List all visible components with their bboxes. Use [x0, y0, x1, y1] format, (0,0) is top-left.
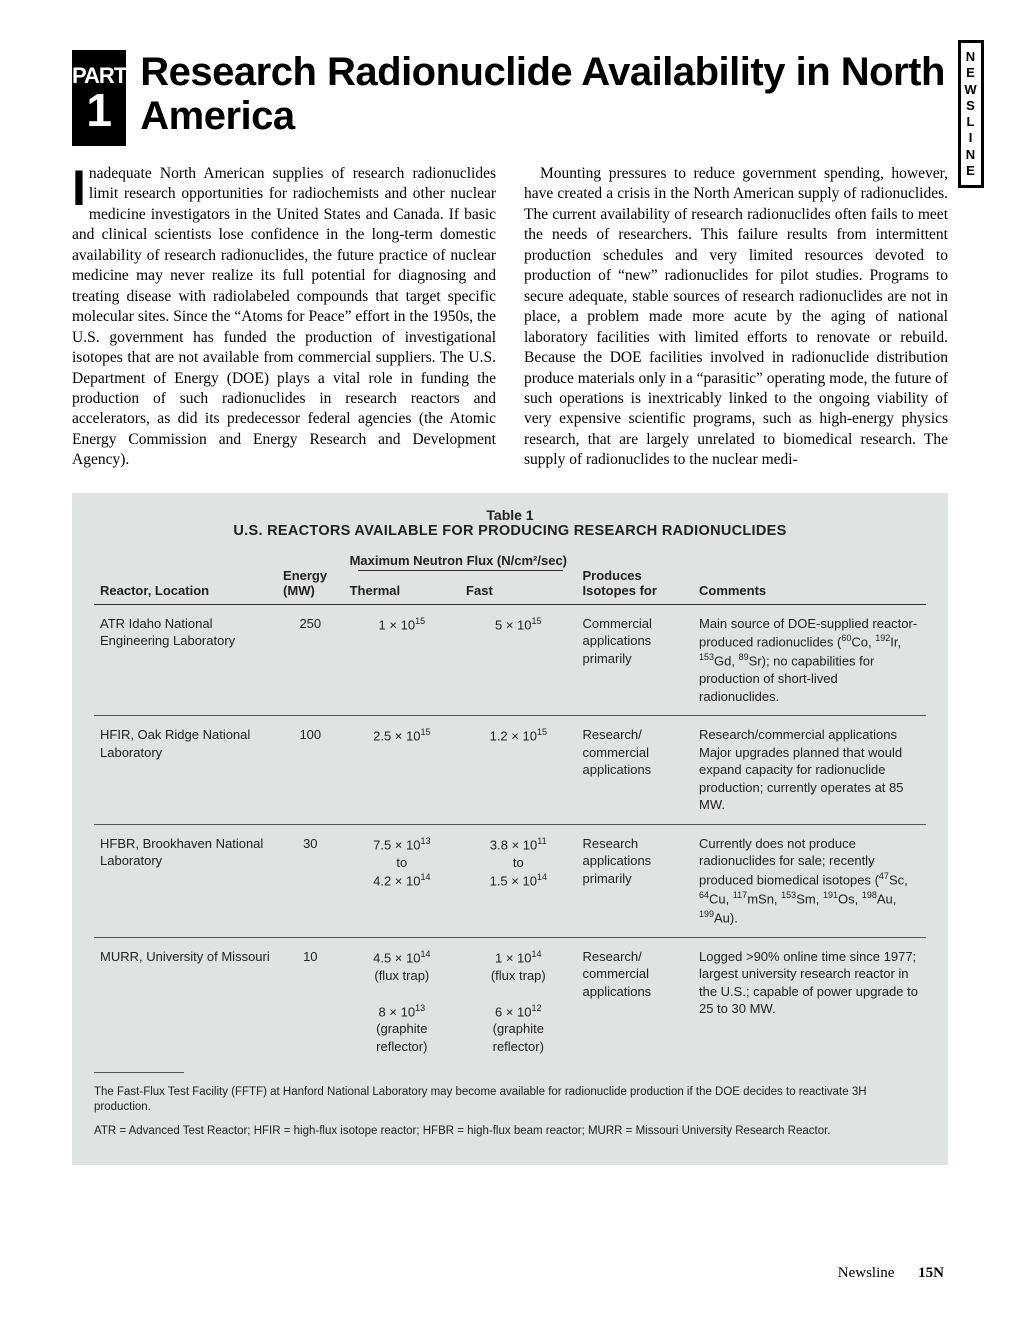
body-paragraph-1: Inadequate North American supplies of re… — [72, 164, 496, 471]
table-footnote-1: The Fast-Flux Test Facility (FFTF) at Ha… — [94, 1085, 926, 1116]
reactors-table: Reactor, Location Energy (MW) Maximum Ne… — [94, 549, 926, 1066]
hdr-flux-group: Maximum Neutron Flux (N/cm²/sec) — [350, 553, 571, 568]
hdr-fast: Fast — [466, 583, 493, 598]
table-title: U.S. REACTORS AVAILABLE FOR PRODUCING RE… — [94, 523, 926, 539]
table-footnote-2: ATR = Advanced Test Reactor; HFIR = high… — [94, 1124, 926, 1140]
hdr-produces: Produces Isotopes for — [583, 568, 657, 598]
table-row: HFBR, Brookhaven National Laboratory307.… — [94, 824, 926, 937]
newsline-side-tab: NEWSLINE — [958, 40, 984, 188]
article-title: Research Radionuclide Availability in No… — [140, 50, 948, 138]
footer-label: Newsline — [838, 1265, 895, 1281]
hdr-comments: Comments — [699, 583, 766, 598]
article-header: PART 1 Research Radionuclide Availabilit… — [72, 50, 948, 146]
body-paragraph-2: Mounting pressures to reduce government … — [524, 164, 948, 471]
hdr-reactor: Reactor, Location — [100, 583, 209, 598]
part-badge: PART 1 — [72, 50, 126, 146]
table-row: ATR Idaho National Engineering Laborator… — [94, 604, 926, 715]
table-row: MURR, University of Missouri104.5 × 1014… — [94, 937, 926, 1065]
page-footer: Newsline 15N — [838, 1265, 944, 1282]
table-footnotes: The Fast-Flux Test Facility (FFTF) at Ha… — [94, 1085, 926, 1140]
table-label: Table 1 — [94, 507, 926, 523]
dropcap: I — [72, 164, 89, 209]
table-row: HFIR, Oak Ridge National Laboratory1002.… — [94, 716, 926, 825]
footnote-rule — [94, 1072, 184, 1073]
article-body: Inadequate North American supplies of re… — [72, 164, 948, 471]
para1-text: nadequate North American supplies of res… — [72, 165, 496, 468]
page-number: 15N — [918, 1265, 944, 1281]
reactors-table-box: Table 1 U.S. REACTORS AVAILABLE FOR PROD… — [72, 493, 948, 1165]
hdr-thermal: Thermal — [350, 583, 401, 598]
part-number: 1 — [86, 87, 112, 133]
hdr-energy: Energy (MW) — [283, 568, 327, 598]
